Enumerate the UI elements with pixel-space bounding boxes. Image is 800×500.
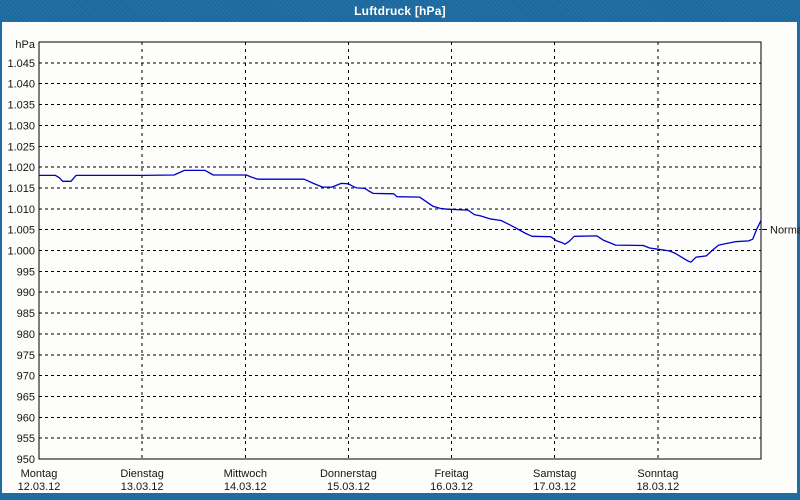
day-date-label: 16.03.12 (430, 481, 473, 493)
normal-marker-label: Normal (770, 225, 800, 237)
day-name-label: Sonntag (637, 468, 678, 480)
day-date-label: 17.03.12 (533, 481, 576, 493)
y-tick-label: 1.000 (7, 246, 35, 258)
y-tick-label: 975 (17, 350, 35, 362)
window-title: Luftdruck [hPa] (354, 4, 446, 18)
y-tick-label: 1.020 (7, 162, 35, 174)
y-tick-label: 970 (17, 371, 35, 383)
y-tick-label: 1.045 (7, 58, 35, 70)
y-tick-label: 1.005 (7, 225, 35, 237)
y-tick-label: 995 (17, 266, 35, 278)
day-date-label: 14.03.12 (224, 481, 267, 493)
y-tick-label: 960 (17, 412, 35, 424)
y-tick-label: 1.010 (7, 204, 35, 216)
y-tick-label: 950 (17, 454, 35, 466)
y-tick-label: 990 (17, 287, 35, 299)
day-name-label: Freitag (434, 468, 468, 480)
day-name-label: Dienstag (120, 468, 163, 480)
pressure-series-line (38, 169, 762, 263)
y-tick-label: 1.015 (7, 183, 35, 195)
day-date-label: 13.03.12 (121, 481, 164, 493)
day-name-label: Montag (21, 468, 58, 480)
chart-content-area (2, 22, 797, 493)
y-tick-label: 955 (17, 433, 35, 445)
window-titlebar: Luftdruck [hPa] (0, 0, 800, 22)
day-date-label: 18.03.12 (636, 481, 679, 493)
y-tick-label: 965 (17, 391, 35, 403)
y-tick-label: 980 (17, 329, 35, 341)
y-axis-unit-label: hPa (15, 39, 35, 51)
day-name-label: Samstag (533, 468, 576, 480)
y-tick-label: 1.035 (7, 100, 35, 112)
y-tick-label: 1.025 (7, 141, 35, 153)
y-tick-label: 985 (17, 308, 35, 320)
plot-border (38, 41, 762, 460)
day-name-label: Mittwoch (224, 468, 267, 480)
y-tick-label: 1.040 (7, 79, 35, 91)
day-name-label: Donnerstag (320, 468, 377, 480)
day-date-label: 12.03.12 (18, 481, 61, 493)
y-tick-label: 1.030 (7, 120, 35, 132)
day-date-label: 15.03.12 (327, 481, 370, 493)
